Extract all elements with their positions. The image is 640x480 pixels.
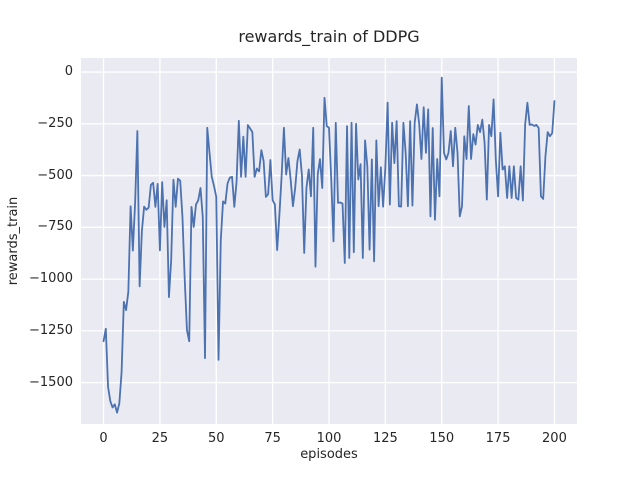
- y-tick-label: 0: [64, 64, 73, 80]
- x-tick-label: 150: [429, 431, 455, 446]
- chart-title: rewards_train of DDPG: [238, 27, 420, 46]
- y-tick-label: −500: [37, 167, 73, 183]
- y-tick-label: −750: [37, 219, 73, 235]
- x-tick-label: 0: [99, 431, 108, 446]
- chart-svg: [81, 58, 577, 424]
- x-tick-label: 75: [264, 431, 281, 446]
- x-axis-label: episodes: [300, 447, 358, 462]
- y-axis-label: rewards_train: [6, 196, 21, 286]
- rewards-line: [102, 76, 556, 414]
- y-tick-label: −1000: [29, 271, 73, 287]
- y-tick-label: −1500: [29, 374, 73, 390]
- x-tick-label: 125: [372, 431, 398, 446]
- x-tick-label: 25: [151, 431, 169, 446]
- plot-area: [81, 58, 577, 424]
- y-tick-label: −250: [37, 115, 73, 131]
- x-tick-label: 50: [207, 431, 225, 446]
- y-tick-label: −1250: [29, 322, 73, 338]
- x-tick-label: 200: [542, 431, 567, 446]
- x-tick-label: 100: [316, 431, 342, 446]
- x-tick-label: 175: [485, 431, 511, 446]
